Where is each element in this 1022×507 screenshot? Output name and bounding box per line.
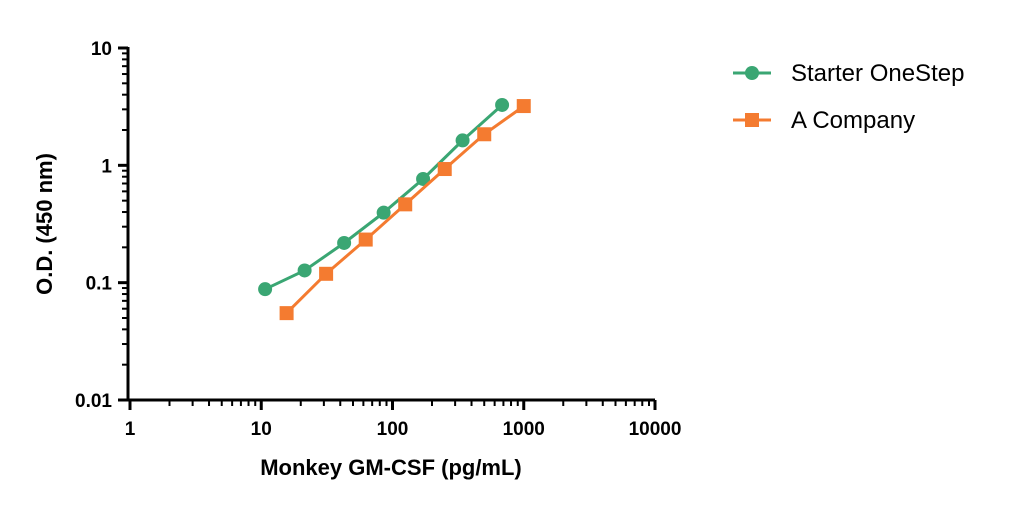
legend-marker — [745, 113, 759, 127]
data-point — [455, 133, 470, 148]
x-tick-labels: 1 10 100 1000 10000 — [125, 419, 682, 440]
x-tick-label: 1 — [125, 419, 136, 440]
x-axis-title: Monkey GM-CSF (pg/mL) — [260, 455, 522, 480]
data-point — [258, 282, 273, 297]
data-point — [319, 266, 334, 281]
plot-area — [258, 97, 531, 321]
legend-label: Starter OneStep — [791, 60, 964, 87]
data-point — [477, 127, 492, 142]
data-point — [516, 99, 531, 114]
data-point — [337, 235, 352, 250]
data-point — [495, 97, 510, 112]
data-point — [437, 162, 452, 177]
legend-marker — [745, 66, 759, 80]
data-point — [358, 232, 373, 247]
data-point — [297, 263, 312, 278]
x-tick-label: 10 — [251, 419, 272, 440]
y-axis-title: O.D. (450 nm) — [32, 153, 57, 295]
x-tick-label: 100 — [377, 419, 409, 440]
data-point — [376, 205, 391, 220]
legend-label: A Company — [791, 107, 915, 134]
data-point — [279, 306, 294, 321]
data-point — [398, 197, 413, 212]
x-tick-label: 10000 — [629, 419, 682, 440]
y-tick-label: 1 — [101, 156, 112, 177]
axes: 1 10 100 1000 10000 0.01 0.1 1 10 — [75, 39, 681, 440]
y-tick-label: 0.1 — [86, 274, 113, 295]
legend: Starter OneStep A Company — [733, 60, 964, 134]
data-point — [416, 171, 431, 186]
y-ticks — [118, 46, 128, 402]
y-tick-label: 10 — [91, 39, 112, 60]
y-tick-labels: 0.01 0.1 1 10 — [75, 39, 112, 412]
series-line — [264, 103, 504, 291]
x-ticks — [128, 400, 657, 410]
x-tick-label: 1000 — [503, 419, 545, 440]
y-tick-label: 0.01 — [75, 391, 112, 412]
